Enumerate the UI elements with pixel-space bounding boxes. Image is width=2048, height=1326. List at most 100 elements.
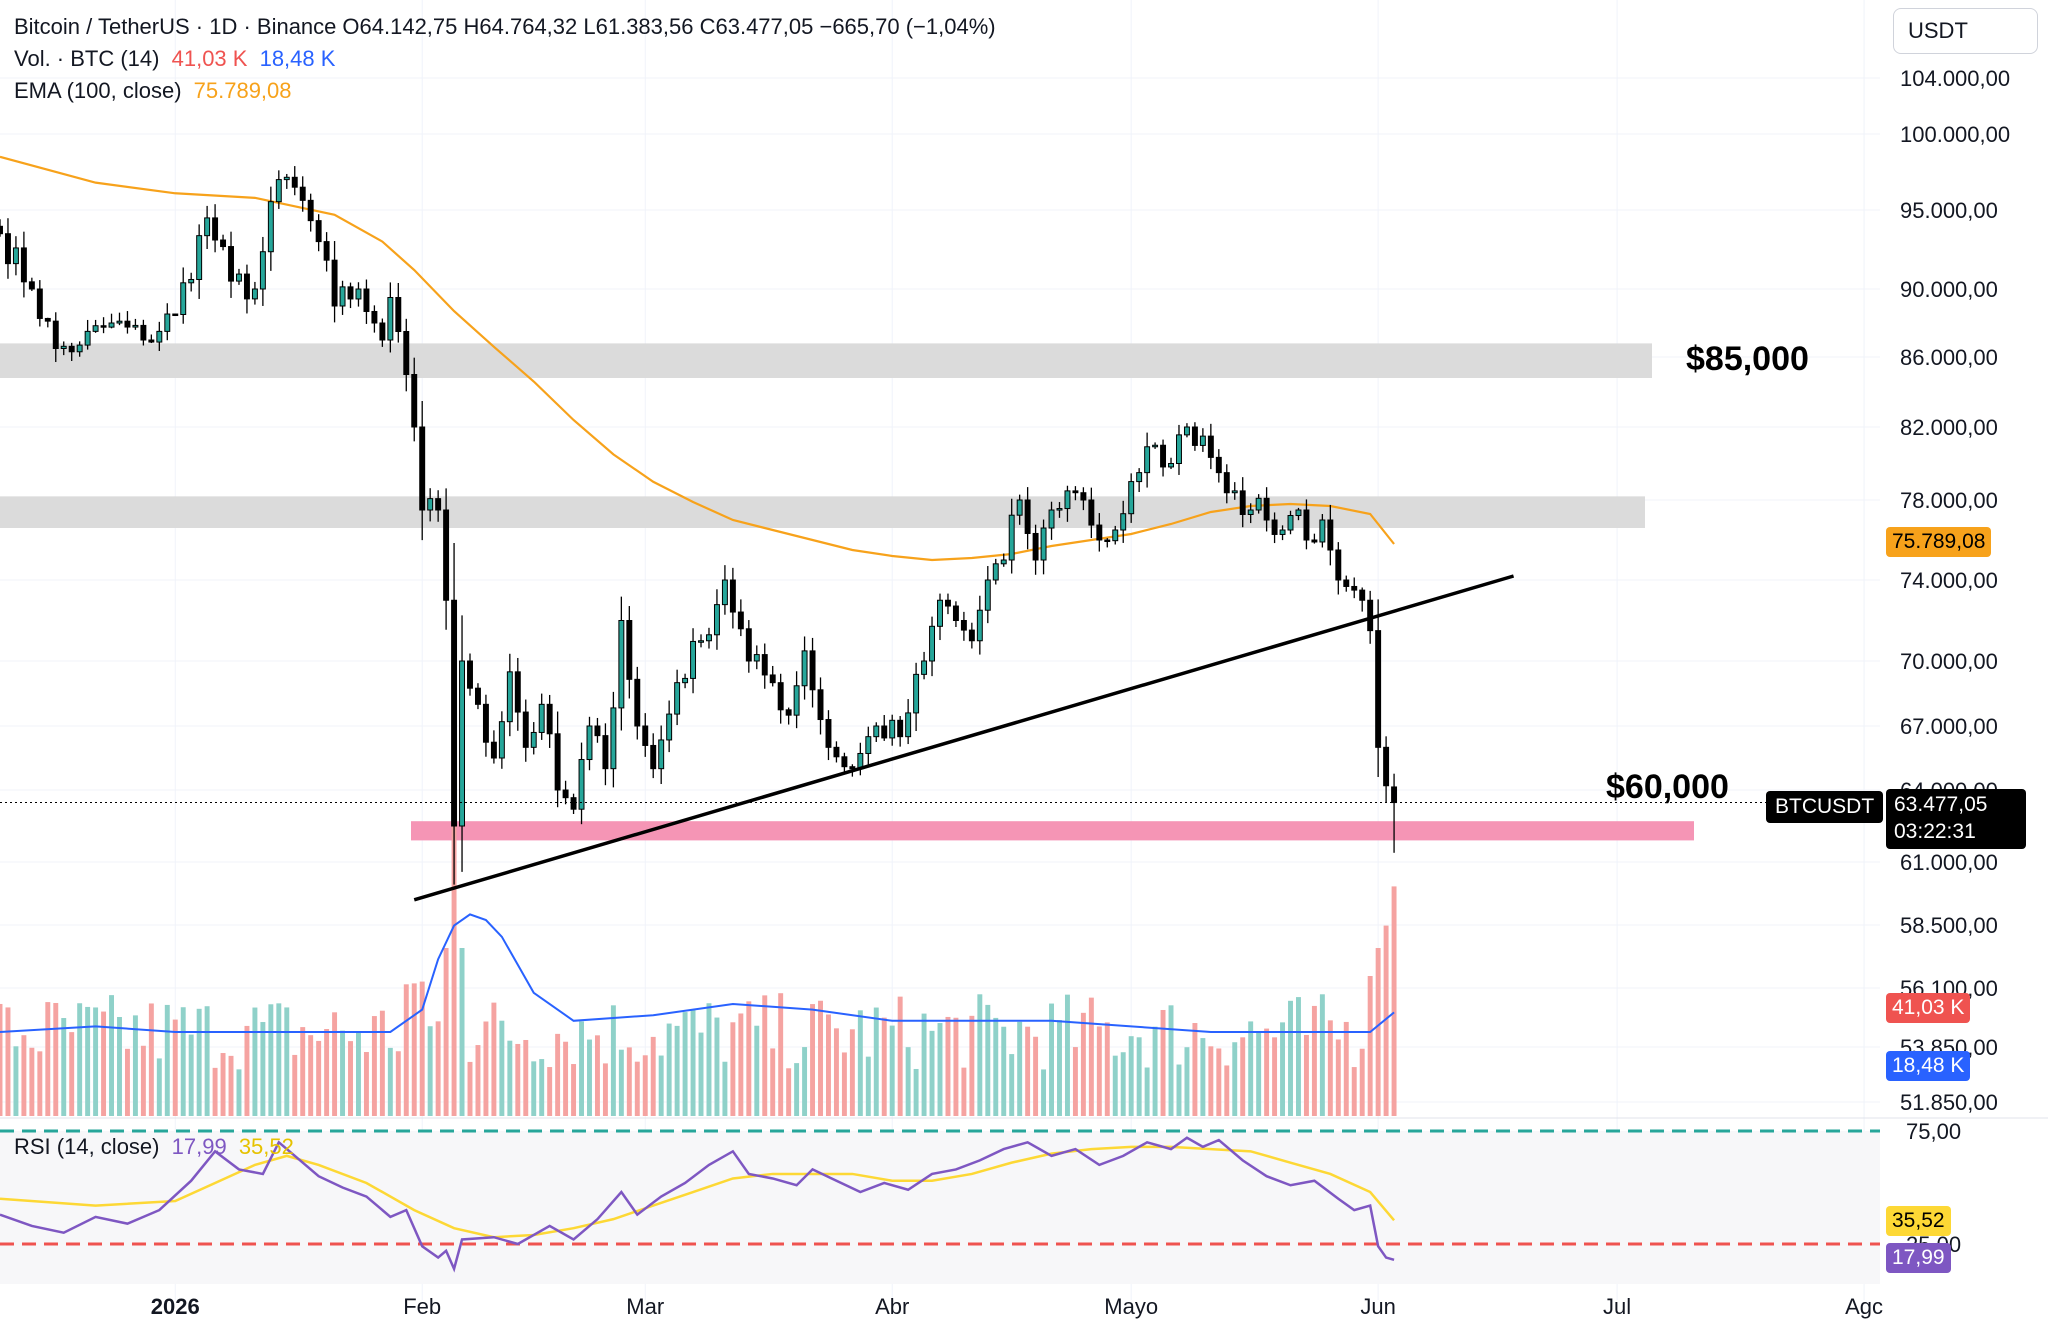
volume-bar (1072, 1047, 1078, 1116)
price-tick-label: 100.000,00 (1900, 122, 2010, 147)
volume-bar (395, 1051, 401, 1116)
candle-body (817, 689, 824, 721)
candle (291, 166, 298, 196)
volume-bar (547, 1067, 553, 1116)
legend-vol-label[interactable]: Vol. · BTC (14) (14, 46, 160, 71)
legend-rsi-label[interactable]: RSI (14, close) (14, 1134, 160, 1159)
candle-body (937, 599, 943, 627)
legend-symbol[interactable]: Bitcoin / TetherUS · 1D · Binance (14, 14, 337, 39)
volume-bar (531, 1061, 537, 1116)
candle-body (1168, 463, 1174, 468)
candle (1199, 428, 1206, 452)
volume-bar (1096, 1026, 1102, 1116)
volume-bar (826, 1014, 831, 1116)
candle-body (634, 678, 641, 727)
volume-bar (977, 994, 983, 1116)
candle-body (20, 247, 27, 283)
candle-body (658, 739, 665, 770)
candle (164, 303, 171, 341)
candle (809, 637, 816, 708)
volume-bar (507, 1040, 513, 1116)
volume-bar (714, 1017, 720, 1116)
volume-bar (1041, 1069, 1047, 1116)
candle-body (1231, 490, 1238, 494)
volume-bar (356, 1032, 361, 1116)
candle (275, 170, 282, 209)
candle (618, 596, 625, 731)
candle (371, 305, 378, 333)
volume-bar (937, 1023, 943, 1116)
volume-bar (1184, 1047, 1190, 1116)
volume-bar (109, 995, 114, 1116)
volume-bar (587, 1039, 592, 1116)
currency-selector[interactable]: USDT (1893, 8, 2038, 54)
candle (4, 218, 11, 279)
candle (20, 231, 27, 298)
candle (1000, 553, 1007, 567)
volume-bar (475, 1045, 481, 1116)
candle (666, 700, 673, 753)
time-tick-label: Agc (1845, 1294, 1883, 1319)
candle-body (873, 725, 880, 738)
candle-body (267, 201, 274, 253)
volume-bar (1144, 1067, 1150, 1116)
candle-body (307, 199, 314, 222)
candle-body (626, 620, 633, 680)
candle-body (921, 660, 928, 675)
volume-bar (252, 1007, 258, 1116)
volume-bar (650, 1036, 656, 1116)
candle (498, 711, 505, 769)
candle-body (403, 331, 410, 375)
candle-body (156, 330, 163, 343)
candle-body (666, 713, 673, 741)
volume-bar (674, 1025, 680, 1116)
candle (196, 224, 203, 299)
candle-body (435, 498, 442, 511)
candle-body (236, 273, 242, 282)
volume-bar (117, 1016, 122, 1116)
candle-body (546, 703, 553, 735)
volume-bar (1224, 1065, 1230, 1116)
volume-bar (53, 1002, 59, 1116)
volume-bar (722, 1061, 728, 1116)
candle (602, 723, 609, 786)
volume-bar (841, 1052, 847, 1116)
candles[interactable] (0, 166, 1398, 885)
candle (1016, 494, 1023, 525)
candle (506, 653, 513, 737)
candle (1335, 542, 1342, 595)
candle-body (650, 744, 657, 770)
candle-body (498, 721, 505, 759)
volume-bar (276, 1003, 282, 1116)
volume-bar (148, 1003, 154, 1116)
volume-bar (762, 995, 768, 1116)
candle-body (331, 259, 338, 307)
candle-body (682, 677, 689, 684)
trendline[interactable] (413, 574, 1515, 902)
candle (713, 589, 720, 650)
volume-bar (1168, 1005, 1174, 1116)
volume-bar (626, 1047, 632, 1116)
volume-bar (1351, 1067, 1357, 1116)
candle (236, 268, 242, 285)
candle (243, 264, 250, 314)
legend-ema-label[interactable]: EMA (100, close) (14, 78, 182, 103)
candle (204, 205, 211, 249)
annotation-85000[interactable]: $85,000 (1686, 340, 1809, 378)
volume-bar (993, 1017, 999, 1116)
rsi-ma-path (0, 1145, 1396, 1239)
candle-body (387, 297, 394, 341)
time-axis[interactable]: 2026 Feb Mar Abr Mayo Jun Jul Agc (151, 1294, 1883, 1319)
candle-body (905, 712, 912, 738)
candle (148, 334, 155, 344)
annotation-60000[interactable]: $60,000 (1606, 768, 1729, 806)
candle-body (427, 498, 434, 511)
volume-bar (602, 1063, 608, 1116)
candle-body (323, 241, 330, 261)
volume-bar (292, 1054, 298, 1116)
candle (1215, 449, 1222, 483)
candle (721, 565, 728, 615)
volume-bar (698, 1032, 704, 1116)
candle (952, 601, 959, 628)
